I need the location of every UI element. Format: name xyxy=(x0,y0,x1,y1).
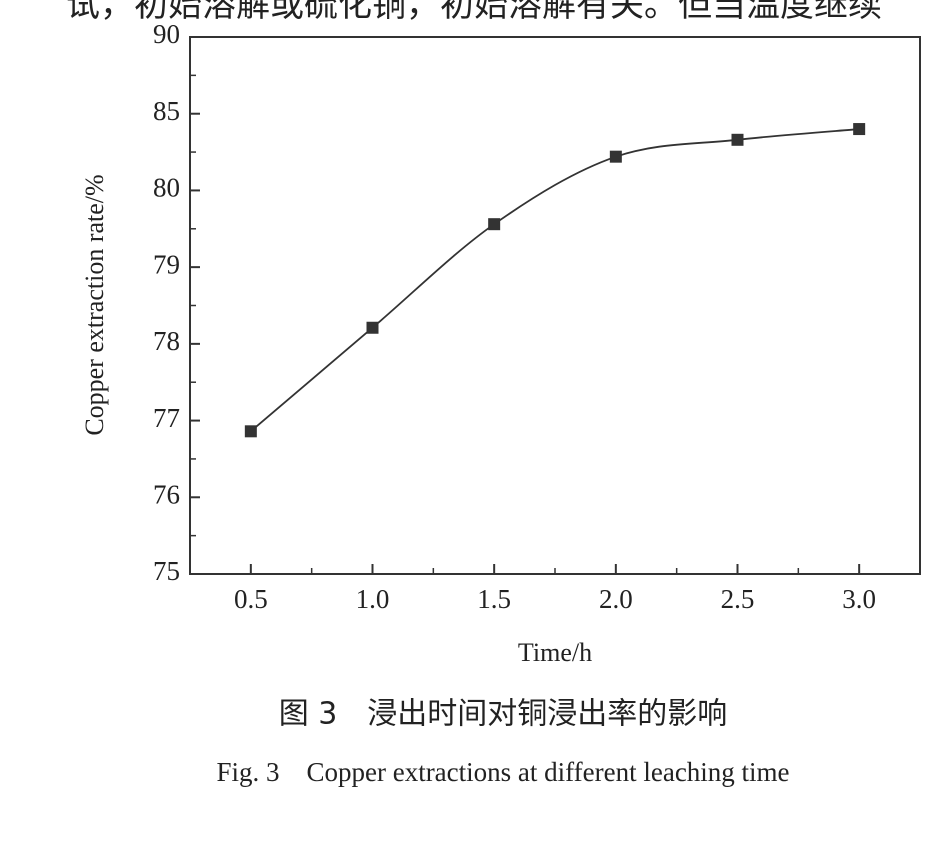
y-tick-label: 90 xyxy=(153,19,180,49)
data-point xyxy=(853,123,866,136)
data-point xyxy=(488,218,501,231)
header-text: 试，初始溶解或硫化铜，初始溶解有关。但当温度继续 xyxy=(66,0,882,24)
x-axis-label: Time/h xyxy=(518,638,592,667)
caption-en: Fig. 3 Copper extractions at different l… xyxy=(216,757,789,787)
data-point xyxy=(366,321,379,334)
x-tick-label: 0.5 xyxy=(234,584,268,614)
data-point xyxy=(731,133,744,146)
y-tick-label: 80 xyxy=(153,173,180,203)
x-tick-label: 1.0 xyxy=(356,584,390,614)
caption-cn: 图 3 浸出时间对铜浸出率的影响 xyxy=(279,697,728,732)
y-tick-label: 76 xyxy=(153,479,180,509)
series-line xyxy=(250,128,860,432)
y-tick-label: 85 xyxy=(153,96,180,126)
y-tick-label: 75 xyxy=(153,556,180,586)
y-tick-label: 78 xyxy=(153,326,180,356)
y-tick-label: 77 xyxy=(153,403,180,433)
x-tick-label: 2.0 xyxy=(599,584,633,614)
x-tick-label: 2.5 xyxy=(721,584,755,614)
y-tick-label: 79 xyxy=(153,249,180,279)
x-tick-label: 3.0 xyxy=(842,584,876,614)
plot-frame xyxy=(189,36,921,575)
data-point xyxy=(609,150,622,163)
y-axis-label: Copper extraction rate/% xyxy=(80,174,109,435)
x-tick-label: 1.5 xyxy=(477,584,511,614)
data-point xyxy=(244,425,257,438)
